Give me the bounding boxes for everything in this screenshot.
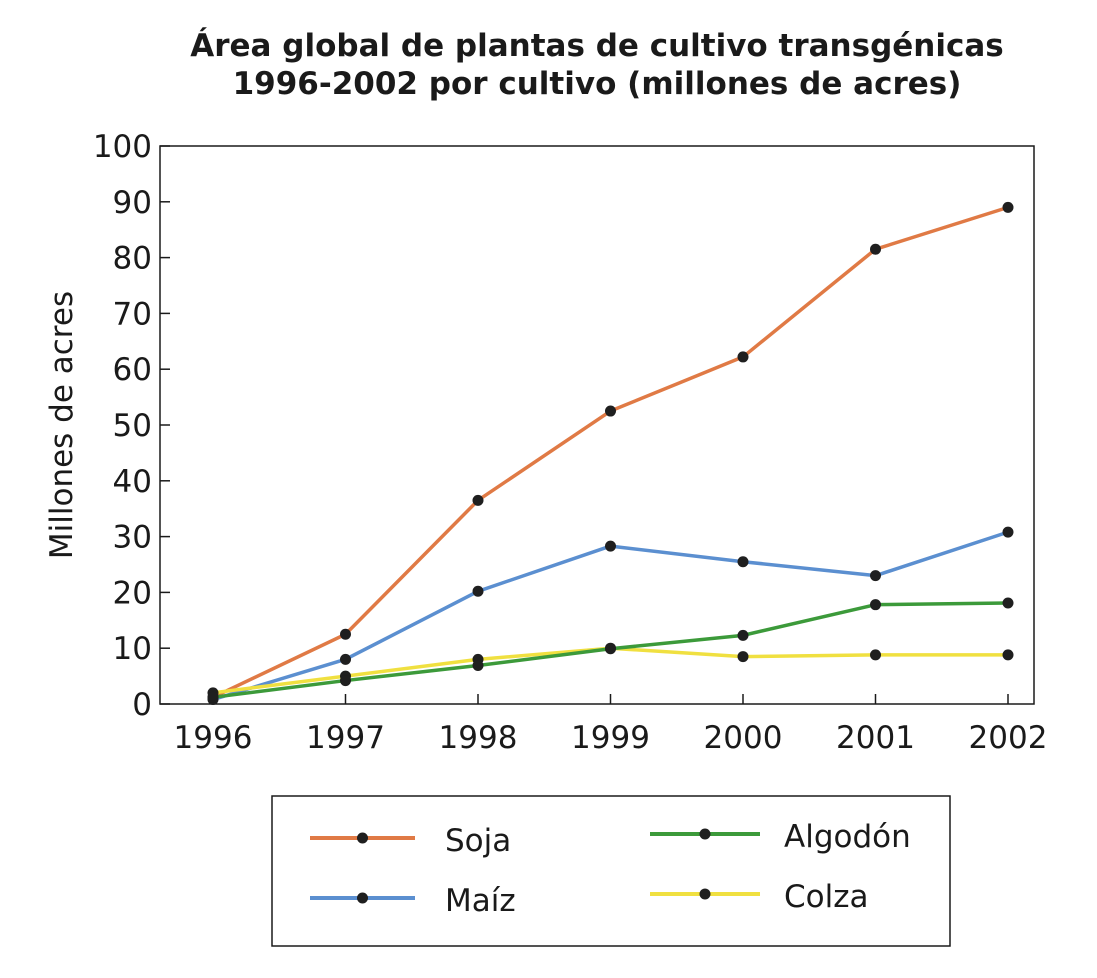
x-tick-label: 1999 <box>571 720 650 756</box>
legend-marker-colza <box>699 888 711 900</box>
data-point-soja <box>472 494 484 506</box>
data-point-algodon <box>472 659 484 671</box>
data-point-maiz <box>737 556 749 568</box>
x-tick-label: 2000 <box>704 720 783 756</box>
x-tick-label: 1998 <box>439 720 518 756</box>
legend-marker-algodon <box>699 828 711 840</box>
data-point-algodon <box>737 629 749 641</box>
y-tick-label: 40 <box>113 464 152 500</box>
legend-box <box>271 795 951 947</box>
data-point-maiz <box>340 653 351 665</box>
legend-label-algodon: Algodón <box>784 819 911 855</box>
data-point-colza <box>870 649 881 661</box>
legend-label-colza: Colza <box>784 879 869 915</box>
x-tick-label: 1996 <box>174 720 253 756</box>
legend: Soja Maíz Algodón Colza <box>310 819 911 919</box>
data-point-maiz <box>1002 526 1014 538</box>
data-point-soja <box>737 351 749 363</box>
y-tick-label: 0 <box>132 687 152 723</box>
y-tick-label: 30 <box>113 520 152 556</box>
chart-title: Área global de plantas de cultivo transg… <box>190 28 1003 64</box>
series-layer <box>207 201 1014 706</box>
legend-label-maiz: Maíz <box>445 883 516 919</box>
data-point-soja <box>340 628 351 640</box>
x-tick-label: 1997 <box>306 720 385 756</box>
x-tick-label: 2001 <box>836 720 915 756</box>
legend-marker-soja <box>357 832 368 844</box>
data-point-algodon <box>870 599 881 611</box>
y-tick-label: 60 <box>113 352 152 388</box>
y-tick-label: 100 <box>93 129 152 165</box>
data-point-algodon <box>207 691 219 703</box>
data-point-colza <box>1002 649 1014 661</box>
y-tick-label: 70 <box>113 296 152 332</box>
data-point-algodon <box>1002 597 1014 609</box>
data-point-soja <box>605 405 616 417</box>
data-point-algodon <box>340 675 351 687</box>
y-tick-label: 50 <box>113 408 152 444</box>
data-point-soja <box>1002 201 1014 213</box>
data-point-algodon <box>605 643 616 655</box>
y-axis: 0 10 20 30 40 50 60 70 80 90 100 <box>93 129 170 723</box>
y-tick-label: 20 <box>113 575 152 611</box>
x-tick-label: 2002 <box>969 720 1048 756</box>
data-point-maiz <box>605 540 616 552</box>
legend-label-soja: Soja <box>445 823 511 859</box>
y-tick-label: 80 <box>113 241 152 277</box>
x-axis: 1996 1997 1998 1999 2000 2001 2002 <box>174 694 1048 756</box>
y-axis-label: Millones de acres <box>44 291 80 559</box>
chart-subtitle: 1996-2002 por cultivo (millones de acres… <box>233 66 962 102</box>
data-point-maiz <box>472 585 484 597</box>
legend-marker-maiz <box>357 892 368 904</box>
data-point-maiz <box>870 570 881 582</box>
y-tick-label: 90 <box>113 185 152 221</box>
data-point-colza <box>737 651 749 663</box>
y-tick-label: 10 <box>113 631 152 667</box>
data-point-soja <box>870 243 881 255</box>
